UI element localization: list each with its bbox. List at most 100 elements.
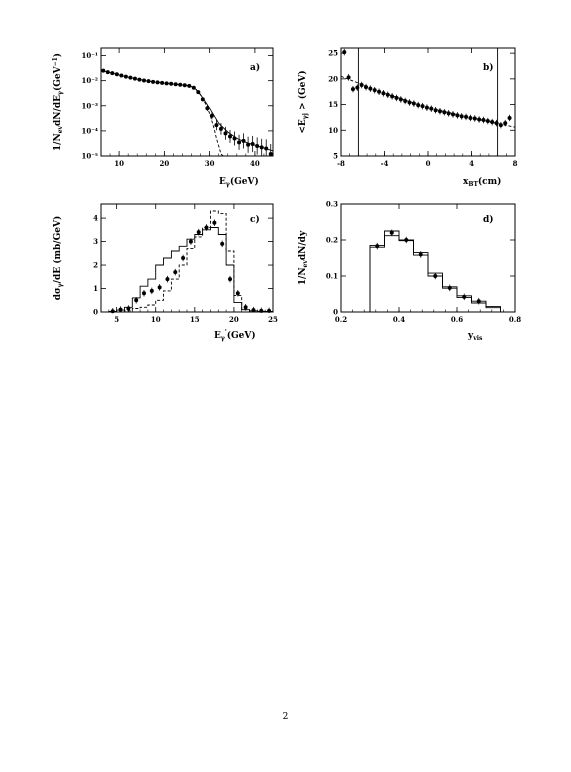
data-point [214,123,219,128]
x-tick-label: 20 [159,159,169,168]
panel-a-x-axis-label: Eγ(GeV) [219,176,259,188]
data-point [196,90,201,95]
data-point [268,152,273,157]
solid-curve [100,69,274,152]
data-point [228,277,232,282]
y-tick-label: 0 [333,308,338,317]
data-point [472,116,477,121]
y-tick-label: 0.1 [326,272,338,281]
page-number: 2 [282,712,289,722]
data-point [137,77,142,82]
data-point [114,72,119,77]
data-point [420,104,425,109]
histogram-a [369,230,501,312]
data-point [364,85,369,90]
data-point [196,230,201,235]
data-point [259,308,264,313]
y-tick-label: 2 [93,261,98,270]
panel-c-cross-section: 5 10 15 20 25 0 1 2 3 4 c) Eγ'(GeV) dσγ/dE (mb/Ge… [52,203,278,342]
data-point [389,230,394,235]
data-point [151,79,156,84]
x-tick-label: 0.8 [509,315,521,324]
panel-c-y-axis-label: dσγ/dE (mb/GeV) [52,216,64,301]
data-point [110,71,115,76]
x-tick-label: 0 [426,159,431,168]
data-point [447,285,452,290]
dashed-curve [186,85,224,157]
data-point [264,146,269,151]
data-point [494,121,499,126]
x-tick-label: 30 [205,159,215,168]
data-point [204,225,209,230]
data-point [223,131,228,136]
data-point [191,85,196,90]
y-tick-label: 10⁻¹ [81,51,98,60]
data-point [407,100,412,105]
data-point [355,85,360,90]
panel-d-frame [340,203,516,313]
data-point [243,305,248,310]
data-point [101,68,106,73]
data-point [429,106,434,111]
x-tick-label: 10 [114,159,124,168]
y-tick-label: 3 [93,237,98,246]
data-point [149,288,154,293]
x-tick-label: 8 [513,159,518,168]
x-tick-label: 20 [229,315,239,324]
x-tick-label: 0.4 [393,315,405,324]
y-tick-label: 1 [93,284,98,293]
data-point [404,238,409,242]
y-tick-label: 5 [333,152,338,161]
data-point [368,86,373,91]
x-tick-label: 0.6 [451,315,463,324]
y-tick-label: 10⁻² [81,76,98,85]
data-point [218,126,223,131]
data-point [455,113,460,118]
panel-b-x-axis-label: xBT(cm) [463,176,501,188]
data-point [123,74,128,79]
data-point [385,92,390,97]
x-tick-label: -8 [337,159,345,168]
data-point [165,277,170,282]
y-tick-label: 4 [93,214,98,223]
data-point [342,50,347,55]
x-tick-label: 4 [469,159,474,168]
data-point [350,87,355,92]
data-point [259,145,264,150]
panel-a-ticks: 10 20 30 40 10⁻⁵ 10⁻⁴ 10⁻³ 10⁻² 10⁻¹ [81,48,274,168]
data-point [187,83,192,88]
y-tick-label: 25 [328,49,338,58]
x-tick-label: 10 [151,315,161,324]
data-point [485,119,490,124]
data-point [255,144,260,149]
data-point [110,309,115,314]
data-point [142,291,146,296]
panel-d-y-axis-label: 1/NevdN/dy [298,230,309,285]
data-point [394,95,399,100]
data-point [232,136,237,141]
x-tick-label: 40 [250,159,260,168]
data-point [433,274,438,278]
data-point [169,81,174,86]
data-point [372,88,377,93]
data-point [433,108,438,113]
panel-c-marks [108,210,274,314]
panel-c-label: c) [250,214,260,225]
data-point [476,299,481,304]
data-point [418,252,423,257]
data-point [498,123,503,128]
panel-d-ticks: 0.2 0.4 0.6 0.8 0 0.1 0.2 0.3 [326,200,521,325]
data-point [146,79,151,84]
panel-b-label: b) [483,62,494,73]
x-tick-label: 0.2 [335,315,347,324]
data-point [416,103,421,108]
data-point [507,115,512,120]
panel-d-marks [369,229,501,312]
data-point [490,120,495,125]
data-point [403,98,408,103]
data-point [200,97,205,102]
x-tick-label: -4 [381,159,389,168]
data-point [157,285,162,290]
